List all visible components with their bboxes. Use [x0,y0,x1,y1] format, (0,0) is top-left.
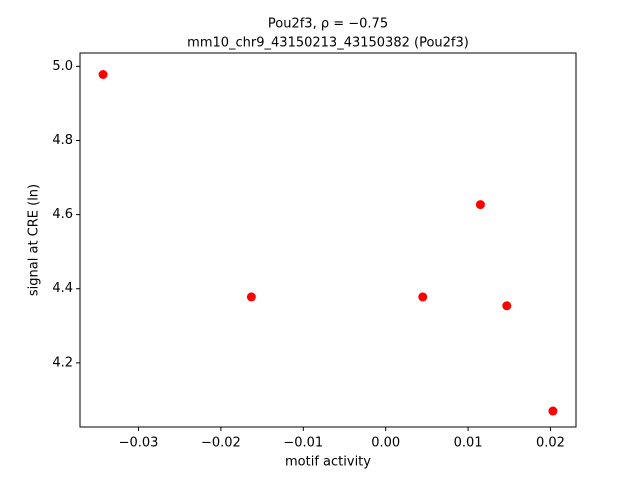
point [548,406,558,416]
x-tick-label: 0.00 [371,436,400,451]
point [502,301,512,311]
y-tick-label: 4.4 [52,281,73,296]
x-axis-label: motif activity [285,455,371,470]
y-tick-label: 4.2 [52,355,73,370]
point [418,292,428,302]
point [475,200,485,210]
x-tick-label: −0.02 [201,436,241,451]
x-tick-label: −0.03 [119,436,159,451]
x-tick-label: 0.01 [454,436,483,451]
y-tick-label: 4.6 [52,207,73,222]
y-tick-label: 4.8 [52,133,73,148]
y-tick-label: 5.0 [52,59,73,74]
x-tick-label: −0.01 [283,436,323,451]
x-tick-label: 0.02 [536,436,565,451]
point [98,69,108,79]
chart-title: Pou2f3, ρ = −0.75 [268,17,388,32]
y-axis-label: signal at CRE (ln) [27,184,42,296]
chart-subtitle: mm10_chr9_43150213_43150382 (Pou2f3) [187,36,469,51]
point [246,292,256,302]
plot-frame [79,52,577,428]
